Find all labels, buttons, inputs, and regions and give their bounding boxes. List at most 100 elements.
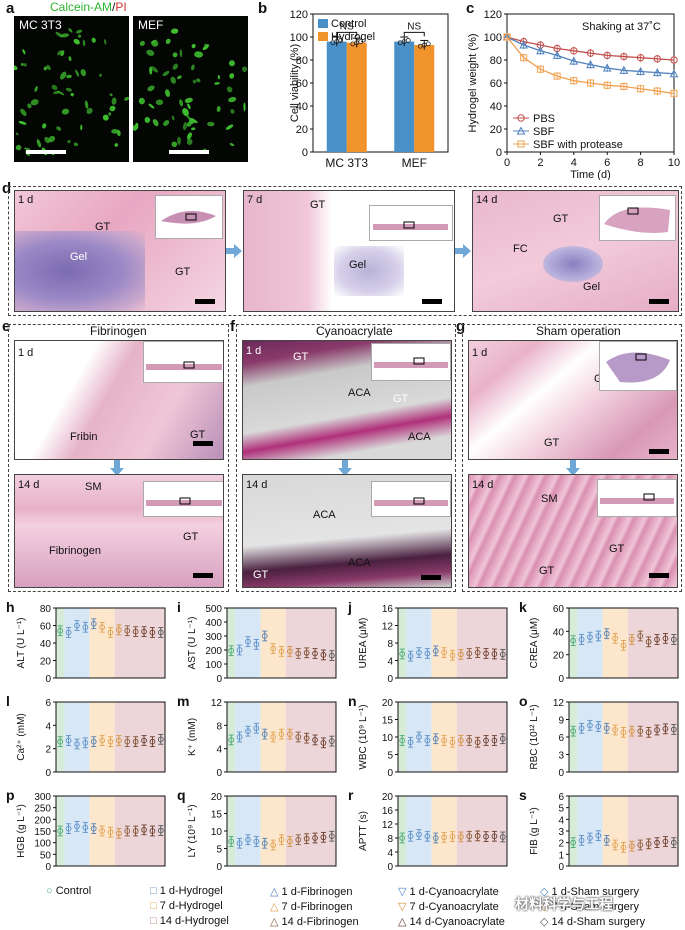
legend-swatch — [318, 19, 328, 28]
cell-mark — [226, 86, 233, 93]
micrograph-mef: MEF — [133, 16, 248, 162]
day-label: 14 d — [18, 479, 40, 491]
data-point — [399, 651, 406, 657]
cell-mark — [20, 108, 27, 116]
cell-mark — [84, 100, 89, 109]
panel-e-title: Fibrinogen — [90, 324, 147, 338]
data-point — [253, 641, 260, 648]
data-point — [149, 738, 156, 745]
panel-label-e: e — [2, 318, 11, 335]
y-axis-label: LY (10⁹ L⁻¹) — [187, 804, 198, 857]
y-tick-label: 16 — [382, 806, 394, 817]
cell-mark — [138, 97, 145, 105]
y-tick-label: 5 — [387, 751, 393, 762]
data-point — [124, 738, 131, 745]
micrograph-mc3t3-label: MC 3T3 — [19, 18, 62, 32]
data-point — [261, 731, 268, 737]
scale-bar — [421, 575, 441, 580]
group-band — [456, 702, 507, 772]
y-tick-label: 0 — [302, 147, 308, 159]
cell-mark — [42, 123, 47, 129]
group-band — [114, 796, 165, 866]
panel-label: h — [6, 599, 15, 615]
data-point — [399, 835, 406, 841]
panel-label: i — [177, 599, 181, 615]
cell-mark — [139, 40, 145, 47]
cell-mark — [182, 108, 189, 117]
cell-mark — [70, 92, 74, 97]
cell-mark — [66, 74, 72, 79]
data-point — [236, 840, 243, 847]
data-point — [107, 829, 114, 836]
data-point — [253, 725, 260, 732]
y-tick-label: 0 — [45, 674, 51, 685]
y-tick-label: 12 — [553, 698, 565, 709]
label-aca: ACA — [348, 557, 371, 569]
data-point — [236, 734, 243, 740]
data-point — [458, 834, 464, 840]
panel-label: q — [177, 787, 186, 803]
data-point — [637, 633, 644, 639]
data-point — [312, 737, 318, 743]
cell-mark — [22, 49, 26, 55]
y-axis-label: HGB (g L⁻¹) — [16, 804, 27, 858]
scale-bar — [195, 299, 215, 304]
y-tick-label: 6 — [558, 792, 564, 803]
data-point — [602, 63, 612, 72]
data-point — [570, 637, 577, 644]
data-point — [637, 85, 645, 93]
data-point — [399, 737, 406, 744]
y-tick-label: 40 — [553, 627, 565, 638]
data-point — [303, 735, 310, 742]
data-point — [303, 649, 310, 656]
label-gt: GT — [253, 569, 269, 581]
inset-overview — [369, 205, 453, 241]
data-point — [99, 828, 105, 834]
cell-mark — [184, 97, 193, 103]
data-point — [295, 734, 302, 740]
data-point — [228, 737, 235, 743]
data-point — [287, 731, 293, 737]
y-tick-label: 0 — [216, 674, 222, 685]
data-point — [474, 833, 481, 839]
inset-overview — [143, 481, 223, 517]
y-axis-label: RBC (10¹² L⁻¹) — [529, 704, 540, 769]
cell-mark — [124, 96, 129, 101]
data-point — [320, 739, 327, 746]
legend-label: SBF with protease — [533, 139, 623, 151]
y-tick-label: 12 — [382, 820, 394, 831]
data-point — [278, 836, 285, 843]
panel-label: o — [519, 693, 528, 709]
y-tick-label: 60 — [296, 78, 308, 90]
data-point — [603, 837, 610, 844]
data-point — [636, 54, 645, 62]
cell-mark — [48, 135, 56, 143]
y-tick-label: 400 — [205, 618, 222, 629]
y-tick-label: 100 — [205, 660, 222, 671]
cell-mark — [217, 75, 220, 80]
label-fibrinogen: Fibrinogen — [49, 545, 101, 557]
cell-mark — [229, 143, 235, 147]
label-gt: GT — [393, 393, 409, 405]
day-label: 14 d — [246, 479, 268, 491]
significance-bracket — [403, 31, 425, 37]
data-point — [620, 642, 627, 649]
panel-label: k — [519, 599, 527, 615]
data-point — [270, 645, 276, 652]
data-point — [99, 737, 105, 744]
plot-frame — [397, 795, 508, 867]
data-point — [612, 727, 618, 733]
data-point — [424, 737, 431, 744]
y-tick-label: 80 — [40, 604, 52, 615]
data-point — [570, 77, 578, 85]
group-band — [456, 608, 507, 678]
data-point — [553, 72, 561, 80]
label-gt: GT — [310, 199, 326, 211]
y-tick-label: 8 — [216, 721, 222, 732]
y-tick-label: 2 — [45, 745, 51, 756]
cell-mark — [56, 126, 62, 131]
cell-mark — [144, 117, 151, 123]
data-point — [328, 652, 335, 659]
bar — [346, 42, 367, 152]
data-point — [474, 649, 481, 656]
